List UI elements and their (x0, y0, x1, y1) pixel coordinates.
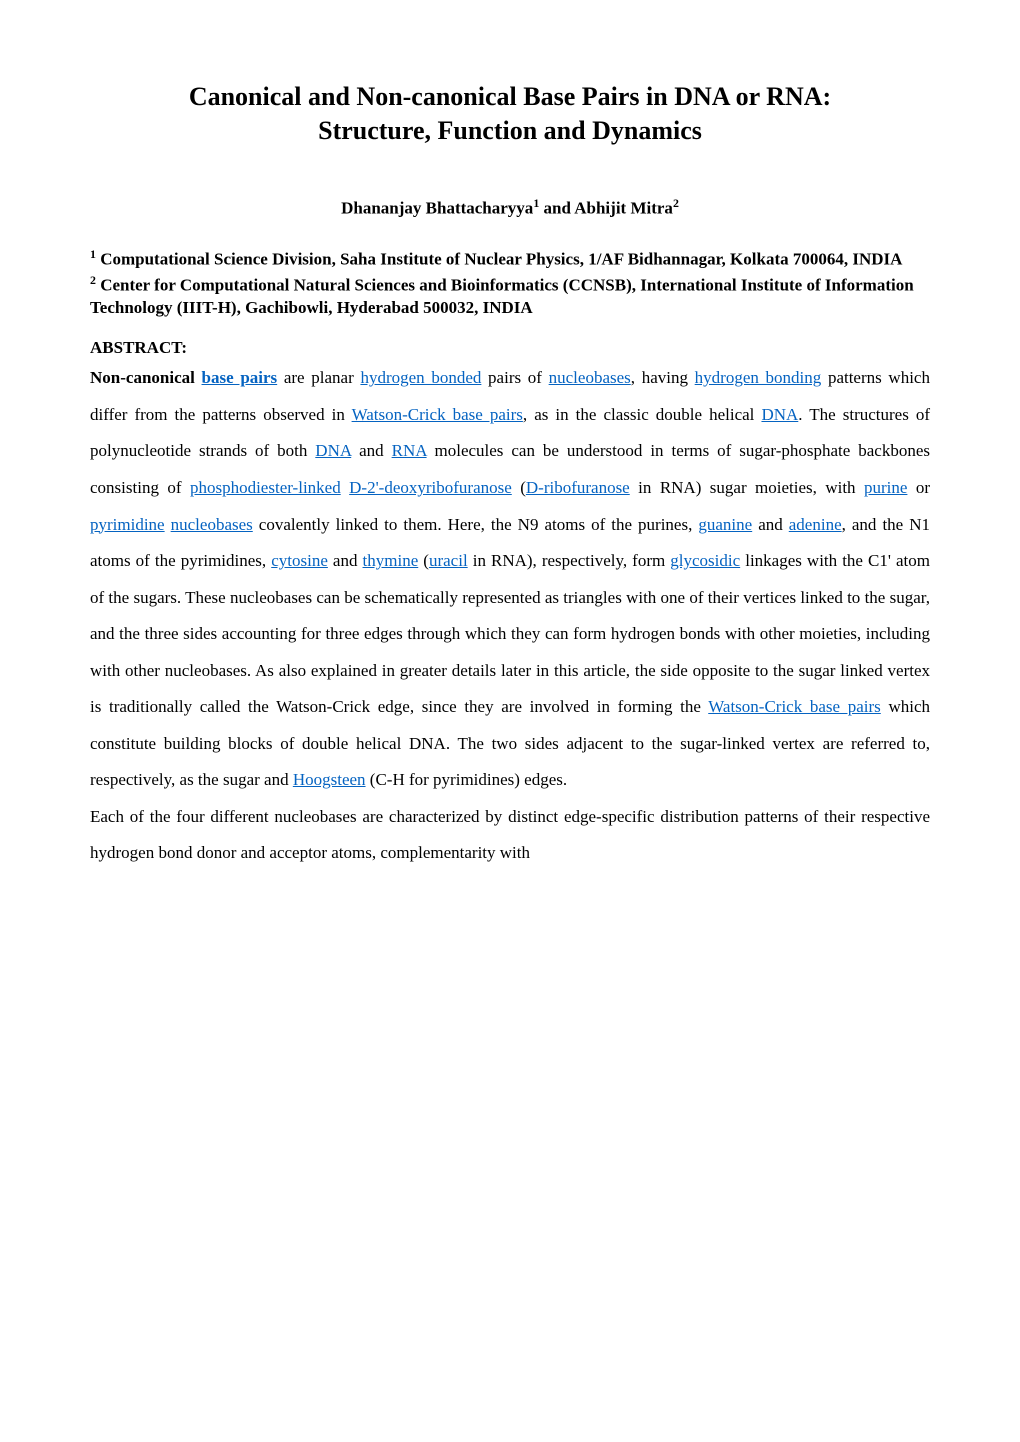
abstract-paragraph-2: Each of the four different nucleobases a… (90, 799, 930, 872)
link-pyrimidine[interactable]: pyrimidine (90, 515, 165, 534)
author-2-sup: 2 (673, 196, 679, 210)
affiliation-1-text: Computational Science Division, Saha Ins… (96, 250, 902, 269)
abstract-text: in RNA), respectively, form (468, 551, 671, 570)
link-adenine[interactable]: adenine (789, 515, 842, 534)
abstract-body: Non-canonical base pairs are planar hydr… (90, 360, 930, 872)
link-glycosidic[interactable]: glycosidic (670, 551, 740, 570)
abstract-text: are planar (277, 368, 360, 387)
affiliation-2-text: Center for Computational Natural Science… (90, 276, 914, 318)
abstract-text: , having (631, 368, 695, 387)
link-d-2-deoxyribofuranose[interactable]: D-2'-deoxyribofuranose (349, 478, 512, 497)
link-base-pairs[interactable]: base pairs (202, 368, 278, 387)
abstract-lead-bold: Non-canonical (90, 368, 202, 387)
abstract-text: or (907, 478, 930, 497)
abstract-text: and (351, 441, 391, 460)
link-watson-crick-base-pairs[interactable]: Watson-Crick base pairs (352, 405, 523, 424)
link-cytosine[interactable]: cytosine (271, 551, 328, 570)
abstract-text: (C-H for pyrimidines) edges. (366, 770, 568, 789)
link-watson-crick-base-pairs-2[interactable]: Watson-Crick base pairs (708, 697, 881, 716)
link-purine[interactable]: purine (864, 478, 907, 497)
link-hydrogen-bonded[interactable]: hydrogen bonded (360, 368, 481, 387)
abstract-text: , as in the classic double helical (523, 405, 762, 424)
link-phosphodiester-linked[interactable]: phosphodiester-linked (190, 478, 341, 497)
link-d-ribofuranose[interactable]: D-ribofuranose (526, 478, 630, 497)
link-hoogsteen[interactable]: Hoogsteen (293, 770, 366, 789)
link-nucleobases[interactable]: nucleobases (549, 368, 631, 387)
link-nucleobases-2[interactable]: nucleobases (171, 515, 253, 534)
author-1-name: Dhananjay Bhattacharyya (341, 198, 533, 217)
link-thymine[interactable]: thymine (363, 551, 419, 570)
abstract-paragraph-1: Non-canonical base pairs are planar hydr… (90, 360, 930, 799)
abstract-text: and (752, 515, 789, 534)
abstract-text: ( (418, 551, 429, 570)
author-2-name: Abhijit Mitra (574, 198, 673, 217)
paper-title: Canonical and Non-canonical Base Pairs i… (90, 80, 930, 148)
abstract-text: and (328, 551, 363, 570)
link-rna[interactable]: RNA (392, 441, 427, 460)
link-guanine[interactable]: guanine (698, 515, 752, 534)
title-line-2: Structure, Function and Dynamics (318, 116, 702, 145)
authors-and: and (539, 198, 574, 217)
link-uracil[interactable]: uracil (429, 551, 468, 570)
link-dna-2[interactable]: DNA (315, 441, 351, 460)
link-dna[interactable]: DNA (761, 405, 798, 424)
abstract-text: linkages with the C1' atom of the sugars… (90, 551, 930, 716)
abstract-text: in RNA) sugar moieties, with (630, 478, 864, 497)
authors: Dhananjay Bhattacharyya1 and Abhijit Mit… (90, 196, 930, 219)
abstract-text: Each of the four different nucleobases a… (90, 807, 930, 863)
abstract-heading: ABSTRACT: (90, 338, 930, 358)
abstract-text: pairs of (481, 368, 548, 387)
link-hydrogen-bonding[interactable]: hydrogen bonding (695, 368, 822, 387)
abstract-text (341, 478, 349, 497)
affiliations: 1 Computational Science Division, Saha I… (90, 246, 930, 320)
title-line-1: Canonical and Non-canonical Base Pairs i… (189, 82, 831, 111)
abstract-text: covalently linked to them. Here, the N9 … (253, 515, 699, 534)
abstract-text: ( (512, 478, 526, 497)
